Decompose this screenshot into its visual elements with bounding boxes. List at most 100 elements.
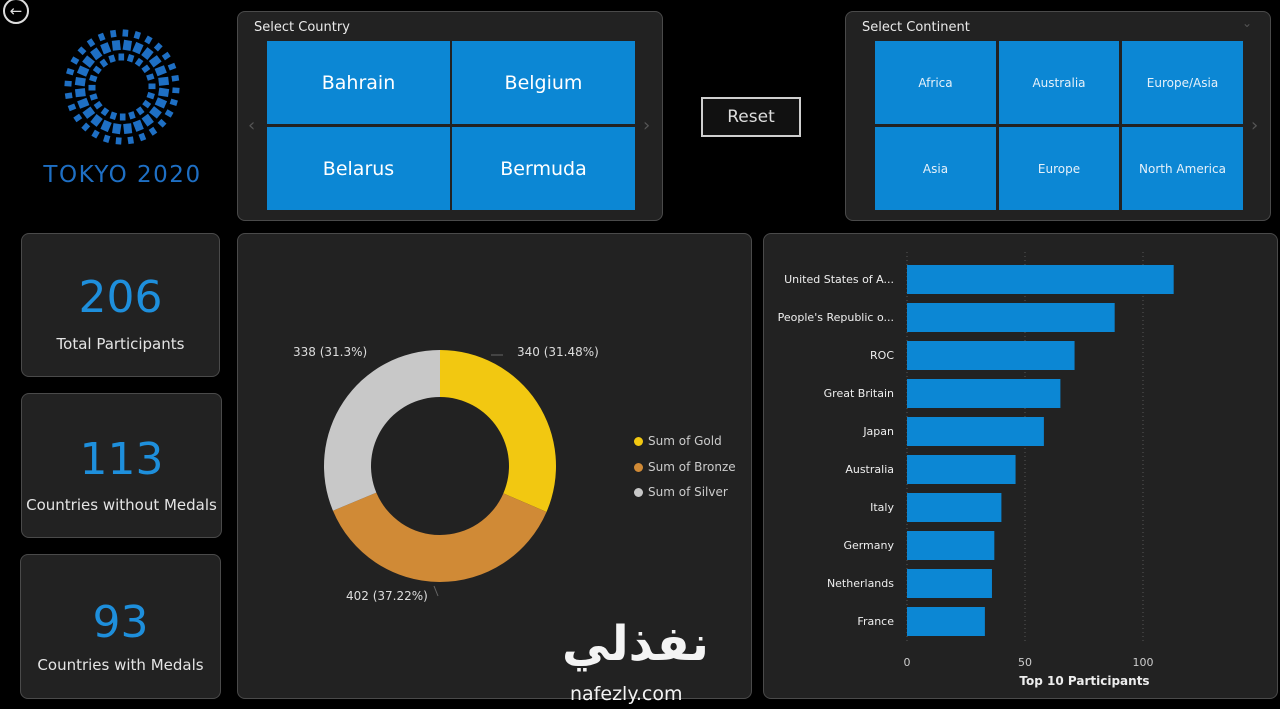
emblem-square [82,55,95,68]
emblem-square [148,55,162,68]
continent-slicer: Select Continent ⌄ Africa Australia Euro… [845,11,1271,221]
bar [907,569,992,598]
country-tile-belarus[interactable]: Belarus [267,127,450,210]
emblem-square [135,106,145,116]
bar-category-label: Great Britain [823,387,894,400]
continent-tile-africa[interactable]: Africa [875,41,996,124]
legend-bronze[interactable]: Sum of Bronze [634,460,736,474]
emblem-square [161,51,171,61]
bar [907,417,1044,446]
emblem-square [142,99,152,109]
country-tile-belgium[interactable]: Belgium [452,41,635,124]
emblem-square [153,42,163,52]
emblem-square [108,54,116,63]
country-next-icon[interactable]: › [643,115,651,136]
kpi-countries-with-medals: 93 Countries with Medals [20,554,221,699]
emblem-square [171,75,180,82]
continent-next-icon[interactable]: › [1251,115,1259,136]
emblem-square [132,119,144,132]
top-participants-bar-chart[interactable]: 0 50 100 [764,234,1279,700]
emblem-square [146,73,155,81]
emblem-square [158,76,170,86]
legend-gold[interactable]: Sum of Gold [634,434,722,448]
emblem-square [82,106,96,119]
donut-slice-sum-of-gold [440,350,556,512]
continent-tile-asia[interactable]: Asia [875,127,996,210]
emblem-square [167,62,177,71]
emblem-square [93,100,103,110]
emblem-square [76,65,90,77]
kpi-value: 93 [92,597,149,648]
medals-donut-chart[interactable] [238,234,753,700]
emblem-square [81,122,91,132]
emblem-square [132,41,144,55]
emblem-square [89,93,98,101]
emblem-square [90,47,103,61]
emblem-square [97,32,106,42]
country-tile-bermuda[interactable]: Bermuda [452,127,635,210]
emblem-square [141,47,154,60]
bar-category-label: Netherlands [826,577,894,590]
continent-menu-chevron-icon[interactable]: ⌄ [1242,16,1253,30]
bronze-leader-line [433,585,439,597]
emblem-square [99,58,109,68]
emblem-square [128,111,136,120]
continent-tile-australia[interactable]: Australia [999,41,1119,124]
emblem-square [77,46,87,56]
continent-tile-europe[interactable]: Europe [999,127,1119,210]
bar-category-label: France [857,615,894,628]
emblem-square [134,57,144,67]
x-tick-label: 0 [904,656,911,669]
continent-tile-europe-asia[interactable]: Europe/Asia [1122,41,1243,124]
medals-donut-card: 340 (31.48%) 338 (31.3%) 402 (37.22%) Su… [237,233,752,699]
bar-category-label: Germany [843,539,894,552]
bar-category-label: People's Republic o... [777,311,894,324]
country-slicer: Select Country ‹ Bahrain Belgium Belarus… [237,11,663,221]
emblem-square [118,53,125,61]
legend-silver-swatch [634,487,643,497]
emblem-square [141,113,154,127]
emblem-square [70,56,80,65]
emblem-square [141,64,151,74]
continent-tile-north-america[interactable]: North America [1122,127,1243,210]
emblem-square [149,106,162,119]
emblem-square [100,119,112,133]
kpi-label: Total Participants [56,335,185,353]
emblem-square [119,113,126,121]
emblem-square [110,29,117,38]
continent-slicer-title: Select Continent [862,20,970,35]
country-tile-bahrain[interactable]: Bahrain [267,41,450,124]
country-slicer-title: Select Country [254,20,350,35]
emblem-square [103,134,111,143]
bar-category-label: United States of A... [784,273,894,286]
donut-slice-sum-of-silver [324,350,440,511]
x-tick-label: 50 [1018,656,1032,669]
emblem-square [73,113,83,123]
kpi-value: 206 [78,272,163,323]
kpi-label: Countries with Medals [37,656,204,674]
kpi-label: Countries without Medals [26,496,217,514]
legend-silver-label: Sum of Silver [648,485,728,499]
country-prev-icon[interactable]: ‹ [248,115,256,136]
bar [907,341,1075,370]
legend-silver[interactable]: Sum of Silver [634,485,728,499]
emblem-square [111,39,121,51]
legend-gold-swatch [634,436,643,446]
bar-category-label: ROC [870,349,894,362]
reset-button[interactable]: Reset [701,97,801,137]
emblem-square [122,39,132,51]
emblem-square [157,118,167,128]
donut-slice-sum-of-bronze [332,492,547,582]
back-icon[interactable]: ← [3,0,29,24]
emblem-square [169,98,178,106]
emblem-square [138,132,147,142]
emblem-square [100,42,112,55]
emblem-square [126,54,135,63]
emblem-square [89,74,98,83]
emblem-square [88,84,96,91]
emblem-square [154,97,168,109]
bar [907,455,1016,484]
emblem-square [148,83,156,90]
gold-data-label: 340 (31.48%) [517,345,599,359]
bar [907,531,995,560]
